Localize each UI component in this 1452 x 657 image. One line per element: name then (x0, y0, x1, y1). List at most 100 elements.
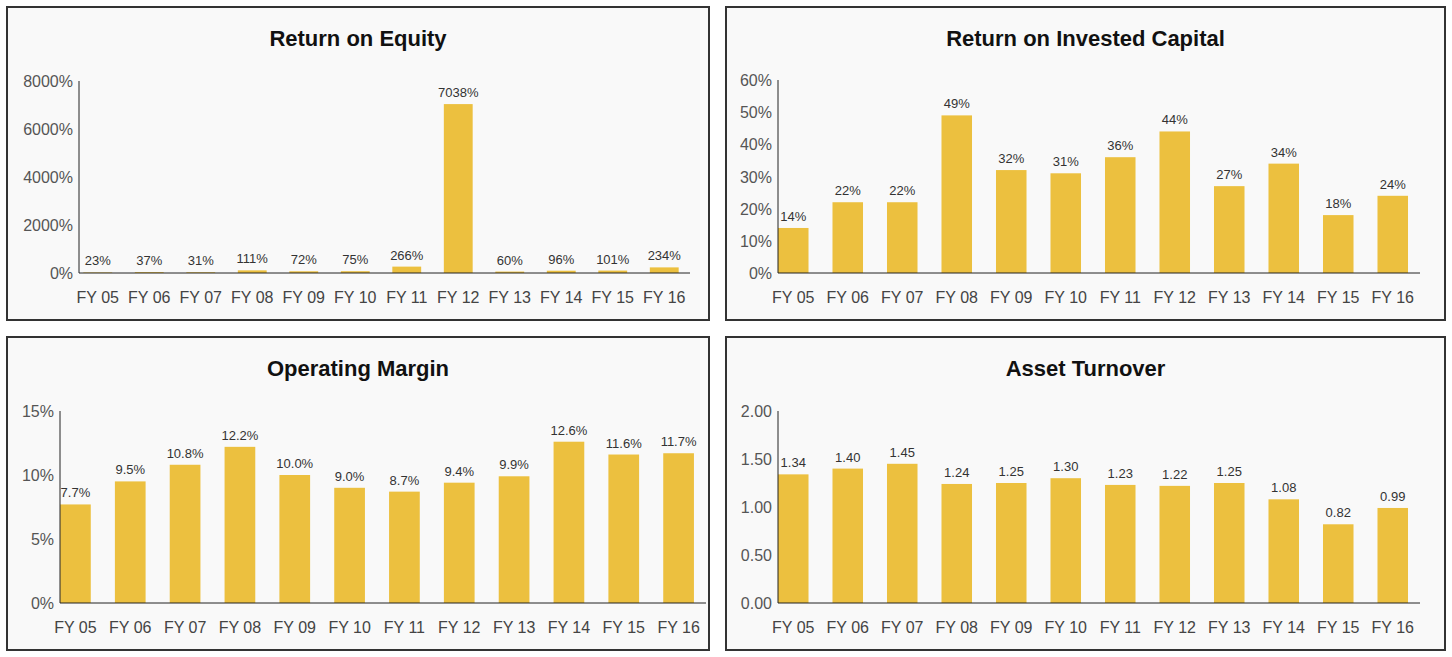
x-tick-label: FY 05 (77, 289, 120, 306)
x-axis (60, 603, 706, 604)
bar (1050, 173, 1081, 273)
y-tick-label: 10% (22, 467, 54, 484)
data-label: 1.25 (1217, 464, 1242, 479)
panel-frame (726, 7, 1445, 320)
x-tick-label: FY 07 (164, 619, 207, 636)
x-tick-label: FY 10 (328, 619, 371, 636)
x-tick-label: FY 16 (657, 619, 700, 636)
data-label: 32% (998, 151, 1024, 166)
bars (60, 442, 694, 603)
data-label: 234% (648, 248, 682, 263)
bar (1323, 215, 1354, 273)
data-label: 36% (1107, 138, 1133, 153)
x-tick-label: FY 07 (881, 619, 924, 636)
data-label: 0.99 (1380, 489, 1405, 504)
y-tick-label: 50% (740, 104, 772, 121)
x-tick-label: FY 08 (936, 619, 979, 636)
chart-title: Operating Margin (267, 356, 449, 381)
bar (334, 488, 365, 603)
data-label: 12.6% (550, 423, 587, 438)
x-tick-label: FY 08 (231, 289, 274, 306)
y-tick-label: 1.00 (741, 499, 772, 516)
x-axis (778, 603, 1420, 604)
data-label: 9.4% (444, 464, 474, 479)
bar (279, 475, 310, 603)
bar (1214, 186, 1245, 273)
x-tick-label: FY 05 (772, 619, 815, 636)
bar (1377, 508, 1408, 603)
x-axis (79, 273, 690, 274)
x-tick-label: FY 10 (334, 289, 377, 306)
bar (444, 483, 475, 603)
data-label: 49% (944, 96, 970, 111)
bar (1050, 478, 1081, 603)
data-label: 101% (596, 252, 630, 267)
x-tick-label: FY 06 (109, 619, 152, 636)
data-label: 1.22 (1162, 467, 1187, 482)
data-label: 1.30 (1053, 459, 1078, 474)
x-tick-label: FY 11 (1100, 289, 1141, 306)
x-tick-label: FY 16 (1372, 289, 1415, 306)
data-label: 22% (889, 183, 915, 198)
y-tick-label: 2000% (23, 217, 73, 234)
data-label: 31% (188, 253, 214, 268)
chart-title: Return on Invested Capital (946, 26, 1225, 51)
panel-frame (7, 7, 709, 320)
bar (1105, 485, 1136, 603)
x-tick-label: FY 08 (936, 289, 979, 306)
x-tick-label: FY 14 (548, 619, 591, 636)
data-label: 34% (1271, 145, 1297, 160)
y-tick-label: 15% (22, 403, 54, 420)
data-label: 31% (1053, 154, 1079, 169)
y-tick-label: 0% (50, 265, 73, 282)
bars (778, 464, 1408, 603)
data-label: 1.34 (781, 455, 806, 470)
bar (1159, 131, 1190, 273)
bar (832, 202, 863, 273)
y-axis (79, 81, 80, 273)
y-tick-label: 4000% (23, 169, 73, 186)
y-axis (778, 80, 779, 273)
data-label: 0.82 (1326, 505, 1351, 520)
bar (778, 228, 809, 273)
x-axis (778, 273, 1420, 274)
data-label: 266% (390, 248, 424, 263)
bar (887, 464, 918, 603)
x-tick-label: FY 06 (128, 289, 171, 306)
data-label: 10.0% (276, 456, 313, 471)
bar (996, 170, 1027, 273)
bar (444, 104, 473, 273)
bar (60, 504, 91, 603)
x-tick-label: FY 13 (489, 289, 532, 306)
x-tick-label: FY 05 (772, 289, 815, 306)
bar (1377, 196, 1408, 273)
bars (778, 115, 1408, 273)
data-label: 1.24 (944, 465, 969, 480)
bar (832, 469, 863, 603)
x-tick-label: FY 10 (1045, 619, 1088, 636)
bar (225, 447, 256, 603)
y-axis (60, 411, 61, 603)
x-tick-label: FY 12 (437, 289, 480, 306)
data-label: 12.2% (221, 428, 258, 443)
y-tick-label: 6000% (23, 121, 73, 138)
bar (1323, 524, 1354, 603)
data-label: 9.0% (335, 469, 365, 484)
x-tick-label: FY 15 (592, 289, 635, 306)
data-label: 1.25 (999, 464, 1024, 479)
data-label: 9.5% (115, 462, 145, 477)
bar (663, 453, 694, 603)
bar (887, 202, 918, 273)
x-tick-label: FY 14 (1263, 289, 1306, 306)
bar (392, 267, 421, 273)
data-label: 44% (1162, 112, 1188, 127)
x-tick-label: FY 15 (603, 619, 646, 636)
x-tick-label: FY 11 (386, 289, 427, 306)
data-label: 72% (291, 252, 317, 267)
x-tick-label: FY 09 (990, 289, 1033, 306)
bar (941, 115, 972, 273)
data-label: 96% (548, 252, 574, 267)
data-label: 14% (780, 209, 806, 224)
data-label: 10.8% (167, 446, 204, 461)
x-tick-label: FY 09 (274, 619, 317, 636)
